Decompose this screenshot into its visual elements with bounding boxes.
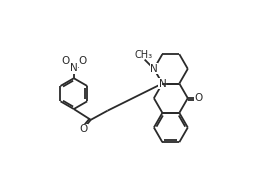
Text: N: N bbox=[150, 64, 158, 74]
Text: N: N bbox=[150, 64, 158, 74]
Text: O: O bbox=[78, 56, 86, 66]
Text: CH₃: CH₃ bbox=[134, 50, 152, 60]
Text: O: O bbox=[195, 93, 203, 103]
Text: O: O bbox=[61, 56, 69, 66]
Text: O: O bbox=[79, 124, 87, 134]
Text: N: N bbox=[70, 63, 78, 73]
Text: N: N bbox=[158, 78, 166, 89]
Text: N: N bbox=[158, 78, 166, 89]
